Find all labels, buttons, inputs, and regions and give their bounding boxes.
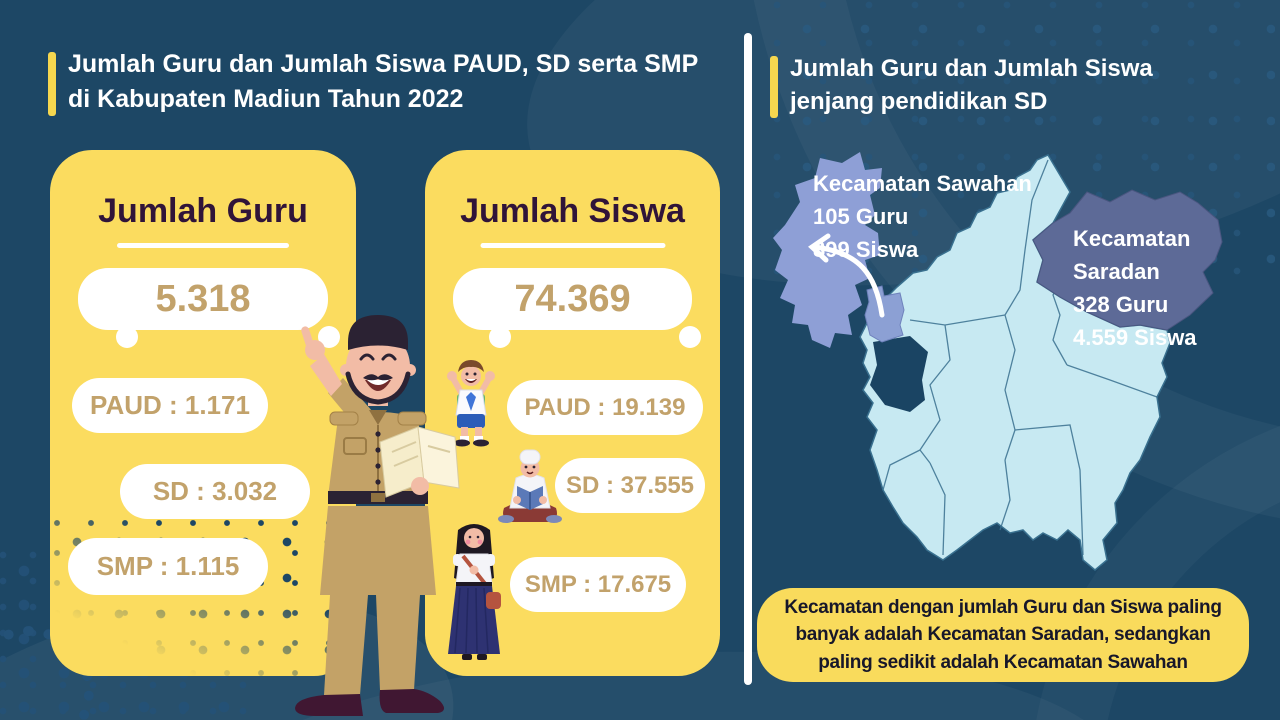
teacher-illustration [295, 315, 460, 716]
standing-girl-illustration [448, 524, 501, 660]
siswa-smp-value: SMP : 17.675 [524, 570, 672, 598]
guru-total-pill: 5.318 [78, 268, 328, 330]
map-land [859, 154, 1171, 571]
siswa-smp-pill: SMP : 17.675 [510, 557, 686, 612]
map-region-sawahan [864, 285, 905, 343]
sawahan-siswa: 899 Siswa [813, 237, 919, 262]
sawahan-guru: 105 Guru [813, 204, 909, 229]
guru-total-value: 5.318 [155, 277, 251, 320]
left-panel-title: Jumlah Guru dan Jumlah Siswa PAUD, SD se… [68, 50, 698, 113]
right-panel-title: Jumlah Guru dan Jumlah Siswa jenjang pen… [790, 55, 1153, 116]
conclusion-note-box: Kecamatan dengan jumlah Guru dan Siswa p… [757, 588, 1249, 682]
guru-card: Jumlah Guru 5.318 PAUD : 1.171 SD : 3.03… [50, 150, 356, 676]
map-arrow [808, 233, 885, 318]
guru-smp-value: SMP : 1.115 [96, 551, 240, 581]
card-hole [489, 326, 511, 348]
guru-paud-value: PAUD : 1.171 [90, 390, 250, 420]
card-hole [679, 326, 701, 348]
saradan-guru: 328 Guru [1073, 292, 1169, 317]
guru-sd-value: SD : 3.032 [152, 476, 278, 506]
card-underline [480, 243, 665, 248]
conclusion-note-text: Kecamatan dengan jumlah Guru dan Siswa p… [784, 596, 1222, 673]
card-underline [117, 243, 289, 248]
siswa-total-value: 74.369 [514, 277, 631, 320]
reading-boy-illustration [498, 449, 562, 523]
siswa-total-pill: 74.369 [453, 268, 692, 330]
sawahan-name: Kecamatan Sawahan [813, 171, 1032, 196]
guru-card-title: Jumlah Guru [98, 192, 308, 230]
panel-divider [744, 33, 752, 685]
siswa-card-title: Jumlah Siswa [460, 192, 685, 230]
right-title-accent-bar [770, 56, 778, 118]
left-title-accent-bar [48, 52, 56, 116]
map-region-saradan [1032, 189, 1223, 331]
saradan-label: Kecamatan Saradan 328 Guru 4.559 Siswa [1073, 222, 1280, 354]
siswa-paud-value: PAUD : 19.139 [524, 393, 686, 421]
guru-sd-pill: SD : 3.032 [120, 464, 310, 519]
siswa-paud-pill: PAUD : 19.139 [507, 380, 703, 435]
siswa-card: Jumlah Siswa 74.369 PAUD : 19.139 SD : 3… [425, 150, 720, 676]
cheering-boy-illustration [447, 360, 495, 447]
guru-paud-pill: PAUD : 1.171 [72, 378, 268, 433]
siswa-sd-value: SD : 37.555 [565, 471, 695, 499]
guru-smp-pill: SMP : 1.115 [68, 538, 268, 595]
card-hole [318, 326, 340, 348]
saradan-name: Kecamatan Saradan [1073, 226, 1191, 284]
saradan-siswa: 4.559 Siswa [1073, 325, 1197, 350]
siswa-sd-pill: SD : 37.555 [555, 458, 705, 513]
sawahan-label: Kecamatan Sawahan 105 Guru 899 Siswa [813, 167, 1032, 266]
card-hole [116, 326, 138, 348]
madiun-district-map [773, 152, 1223, 571]
map-enclave [870, 336, 928, 412]
